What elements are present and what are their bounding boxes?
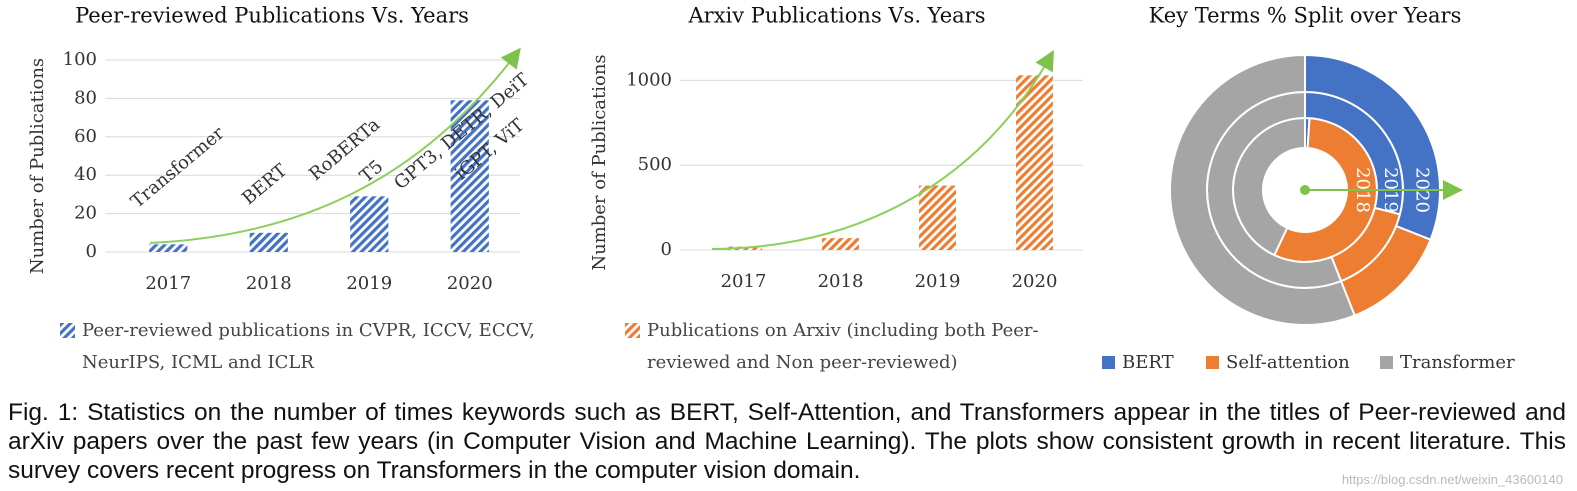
y-tick-label: 60	[74, 126, 97, 147]
legend-swatch-fill	[625, 323, 640, 338]
bar	[249, 232, 288, 252]
bar	[919, 185, 956, 250]
chart-title: Key Terms % Split over Years	[1149, 4, 1462, 28]
trend-arrow	[149, 47, 521, 244]
y-tick-label: 0	[661, 239, 672, 260]
bar	[350, 196, 389, 252]
y-tick-label: 0	[86, 241, 97, 262]
wedge	[1169, 53, 1356, 326]
y-axis-label: Number of Publications	[589, 54, 610, 270]
pointer-dot	[1300, 185, 1310, 195]
y-tick-label: 40	[74, 164, 97, 185]
bar	[822, 238, 859, 250]
y-tick-label: 20	[74, 203, 97, 224]
chart-title: Peer-reviewed Publications Vs. Years	[75, 4, 469, 28]
legend-swatch	[1380, 356, 1393, 369]
x-tick-label: 2019	[915, 271, 961, 292]
legend-entry: Publications on Arxiv (including both Pe…	[625, 315, 1087, 379]
y-tick-label: 1000	[626, 69, 672, 90]
x-tick-label: 2017	[721, 271, 767, 292]
bar	[1016, 75, 1053, 250]
legend-label: Publications on Arxiv (including both Pe…	[647, 320, 1039, 373]
x-tick-label: 2018	[818, 271, 864, 292]
legend-swatch	[1206, 356, 1219, 369]
watermark: https://blog.csdn.net/weixin_43600140	[1341, 472, 1563, 487]
y-axis-label: Number of Publications	[27, 58, 48, 274]
y-tick-label: 80	[74, 87, 97, 108]
x-tick-label: 2020	[447, 273, 493, 294]
x-tick-label: 2017	[145, 273, 191, 294]
y-tick-label: 100	[63, 49, 97, 70]
bar	[149, 244, 188, 252]
legend-entry: Peer-reviewed publications in CVPR, ICCV…	[60, 315, 542, 379]
legend-swatch	[1102, 356, 1115, 369]
legend-label: Transformer	[1400, 352, 1515, 373]
charts: Peer-reviewed Publications Vs. Years Numb…	[27, 4, 1515, 374]
y-tick-label: 500	[638, 154, 672, 175]
caption: Fig. 1: Statistics on the number of time…	[8, 399, 1566, 484]
x-tick-label: 2020	[1012, 271, 1058, 292]
legend-label: Self-attention	[1226, 352, 1350, 373]
annotation: Transformer	[127, 122, 229, 212]
x-tick-label: 2018	[246, 273, 292, 294]
chart-title: Arxiv Publications Vs. Years	[688, 4, 986, 28]
legend-label: Peer-reviewed publications in CVPR, ICCV…	[82, 320, 535, 373]
trend-arrow	[711, 50, 1054, 250]
legend-swatch-fill	[60, 323, 75, 338]
bar	[450, 100, 489, 252]
annotation: T5	[356, 156, 387, 187]
legend-swatch	[625, 323, 640, 338]
x-tick-label: 2019	[346, 273, 392, 294]
annotation: BERT	[238, 160, 291, 209]
legend-swatch	[60, 323, 75, 338]
legend-label: BERT	[1122, 352, 1174, 373]
